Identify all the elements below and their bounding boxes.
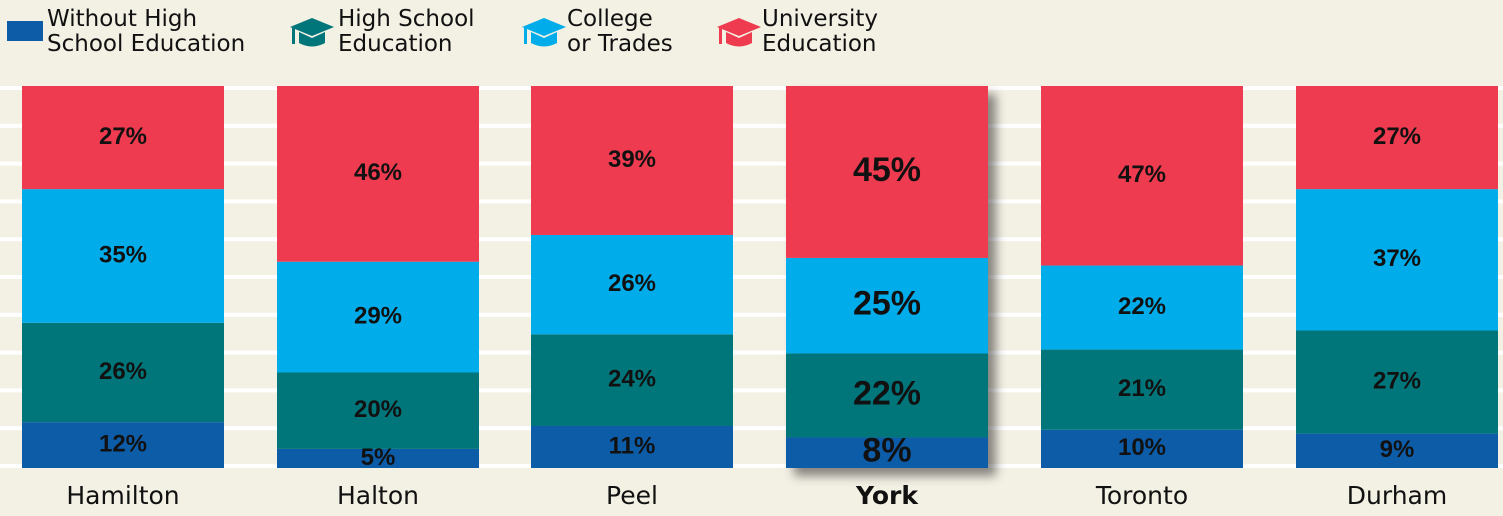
bar-segment: [531, 425, 733, 468]
bar-segment: [786, 257, 988, 354]
bar-segment: [277, 86, 479, 262]
value-label: 47%: [1118, 161, 1166, 188]
bar-segment: [22, 422, 224, 468]
value-label: 12%: [99, 430, 147, 457]
value-label: 22%: [1118, 293, 1166, 320]
legend-cap: [717, 18, 761, 36]
legend-cap-base: [531, 32, 557, 47]
value-label: 37%: [1373, 245, 1421, 272]
value-label: 11%: [609, 432, 656, 459]
background-line: [0, 350, 1503, 355]
legend-label: College or Trades: [567, 6, 673, 57]
value-label: 26%: [99, 358, 147, 385]
x-tick-label: Halton: [337, 481, 419, 510]
value-label: 46%: [354, 159, 402, 186]
value-label: 20%: [354, 396, 402, 423]
bar-segment: [1296, 189, 1498, 331]
legend-label: High School Education: [338, 6, 475, 57]
value-label: 45%: [853, 151, 921, 189]
value-label: 5%: [361, 444, 396, 471]
x-tick-label: Hamilton: [66, 481, 179, 510]
bar-stack: [1296, 86, 1498, 468]
value-label: 27%: [1373, 367, 1421, 394]
bar-segment: [22, 86, 224, 190]
bar-segment: [1041, 86, 1243, 266]
legend-swatch: [7, 21, 43, 41]
legend-tassel: [292, 28, 295, 44]
bar-segment: [531, 234, 733, 335]
bar-segment: [531, 86, 733, 235]
bar-segment: [1296, 86, 1498, 190]
legend-label: University Education: [762, 6, 879, 57]
bar-stack: [786, 86, 988, 468]
background-line: [0, 426, 1503, 431]
bar-segment: [277, 372, 479, 449]
bar-segment: [1296, 330, 1498, 434]
background-line: [0, 388, 1503, 393]
value-label: 27%: [1373, 123, 1421, 150]
legend-cap-base: [726, 32, 752, 47]
legend-cap-base: [299, 32, 325, 47]
background-line: [0, 312, 1503, 317]
background-line: [0, 86, 1503, 90]
value-label: 22%: [853, 374, 921, 412]
background-line: [0, 237, 1503, 242]
bar-segment: [22, 322, 224, 423]
value-label: 25%: [853, 285, 921, 323]
value-label: 24%: [608, 365, 656, 392]
value-label: 8%: [862, 432, 911, 470]
bar-stack: [22, 86, 224, 468]
bar-segment: [277, 448, 479, 468]
legend-cap: [522, 18, 566, 36]
bar-segment: [786, 86, 988, 258]
background-line: [0, 123, 1503, 128]
background-line: [0, 464, 1503, 468]
legend-label: Without High School Education: [47, 6, 246, 57]
bar-segment: [531, 334, 733, 426]
bar-segment: [1041, 349, 1243, 430]
bar-stack: [531, 86, 733, 468]
bar-segment: [786, 437, 988, 468]
bar-segment: [1296, 433, 1498, 468]
bar-stack: [1041, 86, 1243, 468]
value-label: 21%: [1118, 375, 1166, 402]
x-tick-label: Peel: [606, 481, 658, 510]
legend-tassel: [524, 28, 527, 44]
background-line: [0, 161, 1503, 166]
x-tick-label: Toronto: [1095, 481, 1188, 510]
value-label: 27%: [99, 123, 147, 150]
bar-segment: [277, 261, 479, 373]
value-label: 29%: [354, 302, 402, 329]
background-line: [0, 275, 1503, 279]
value-label: 39%: [608, 146, 656, 173]
bar-segment: [1041, 265, 1243, 350]
legend-tassel: [719, 28, 722, 44]
value-label: 10%: [1118, 434, 1166, 461]
bar-segment: [786, 353, 988, 438]
bar-segment: [22, 189, 224, 323]
legend-cap: [290, 18, 334, 36]
x-tick-label: Durham: [1347, 481, 1447, 510]
value-label: 35%: [99, 241, 147, 268]
x-tick-label: York: [855, 481, 919, 510]
background-lines: [0, 86, 1503, 468]
bar-segment: [1041, 429, 1243, 468]
bar-stack: [277, 86, 479, 468]
value-label: 9%: [1380, 436, 1415, 463]
background-line: [0, 199, 1503, 204]
value-label: 26%: [608, 270, 656, 297]
